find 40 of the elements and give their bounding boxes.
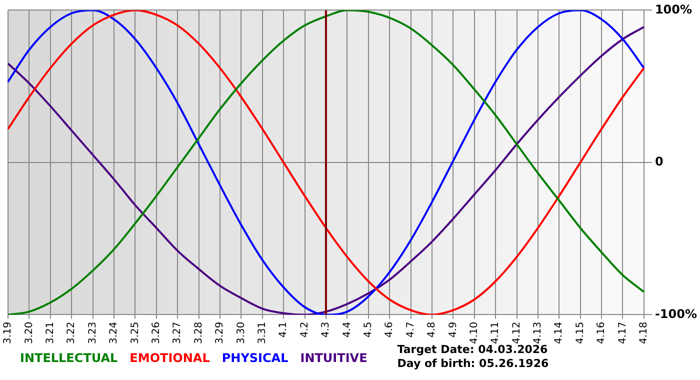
- y-tick-label: 100%: [654, 2, 692, 16]
- text: INTUITIVE: [300, 351, 368, 366]
- x-tick-label: 4.8: [426, 322, 438, 338]
- x-tick-label: 4.11: [490, 322, 502, 344]
- x-tick-label: 4.6: [384, 322, 396, 338]
- x-tick-label: 3.24: [108, 322, 120, 344]
- x-tick-label: 3.22: [66, 322, 78, 344]
- x-tick-label: 4.3: [320, 322, 332, 338]
- x-tick-label: 3.23: [87, 322, 98, 344]
- y-tick-label: -100%: [654, 306, 698, 321]
- x-tick-label: 3.28: [193, 322, 204, 344]
- x-tick-label: 3.27: [172, 322, 184, 344]
- x-tick-label: 3.20: [24, 322, 35, 344]
- x-tick-label: 4.16: [596, 322, 608, 344]
- x-tick-label: 4.7: [405, 322, 416, 338]
- x-tick-label: 4.4: [342, 322, 353, 338]
- x-tick-label: 4.5: [362, 322, 374, 338]
- text: Target Date: 04.03.2026: [397, 343, 548, 356]
- x-tick-label: 4.14: [554, 322, 565, 344]
- x-tick-label: 3.25: [130, 322, 141, 344]
- text: INTELLECTUAL: [20, 351, 118, 366]
- x-tick-label: 3.26: [150, 322, 162, 344]
- text: EMOTIONAL: [130, 351, 210, 366]
- x-tick-label: 3.31: [256, 322, 268, 344]
- x-tick-label: 4.2: [299, 322, 310, 338]
- x-tick-label: 4.18: [638, 322, 650, 344]
- x-tick-label: 4.9: [448, 322, 459, 338]
- x-tick-label: 4.10: [468, 322, 480, 344]
- x-tick-label: 4.15: [574, 322, 586, 344]
- x-tick-label: 3.21: [44, 322, 56, 344]
- text: Day of birth: 05.26.1926: [397, 357, 549, 370]
- x-tick-label: 3.29: [214, 322, 226, 344]
- x-tick-label: 4.12: [511, 322, 522, 344]
- y-tick-label: 0: [654, 154, 664, 169]
- x-tick-label: 3.30: [236, 322, 247, 344]
- x-tick-label: 4.13: [532, 322, 544, 344]
- text: PHYSICAL: [222, 351, 289, 366]
- x-tick-label: 4.17: [617, 322, 628, 344]
- x-tick-label: 3.19: [2, 322, 14, 344]
- x-tick-label: 4.1: [278, 322, 290, 338]
